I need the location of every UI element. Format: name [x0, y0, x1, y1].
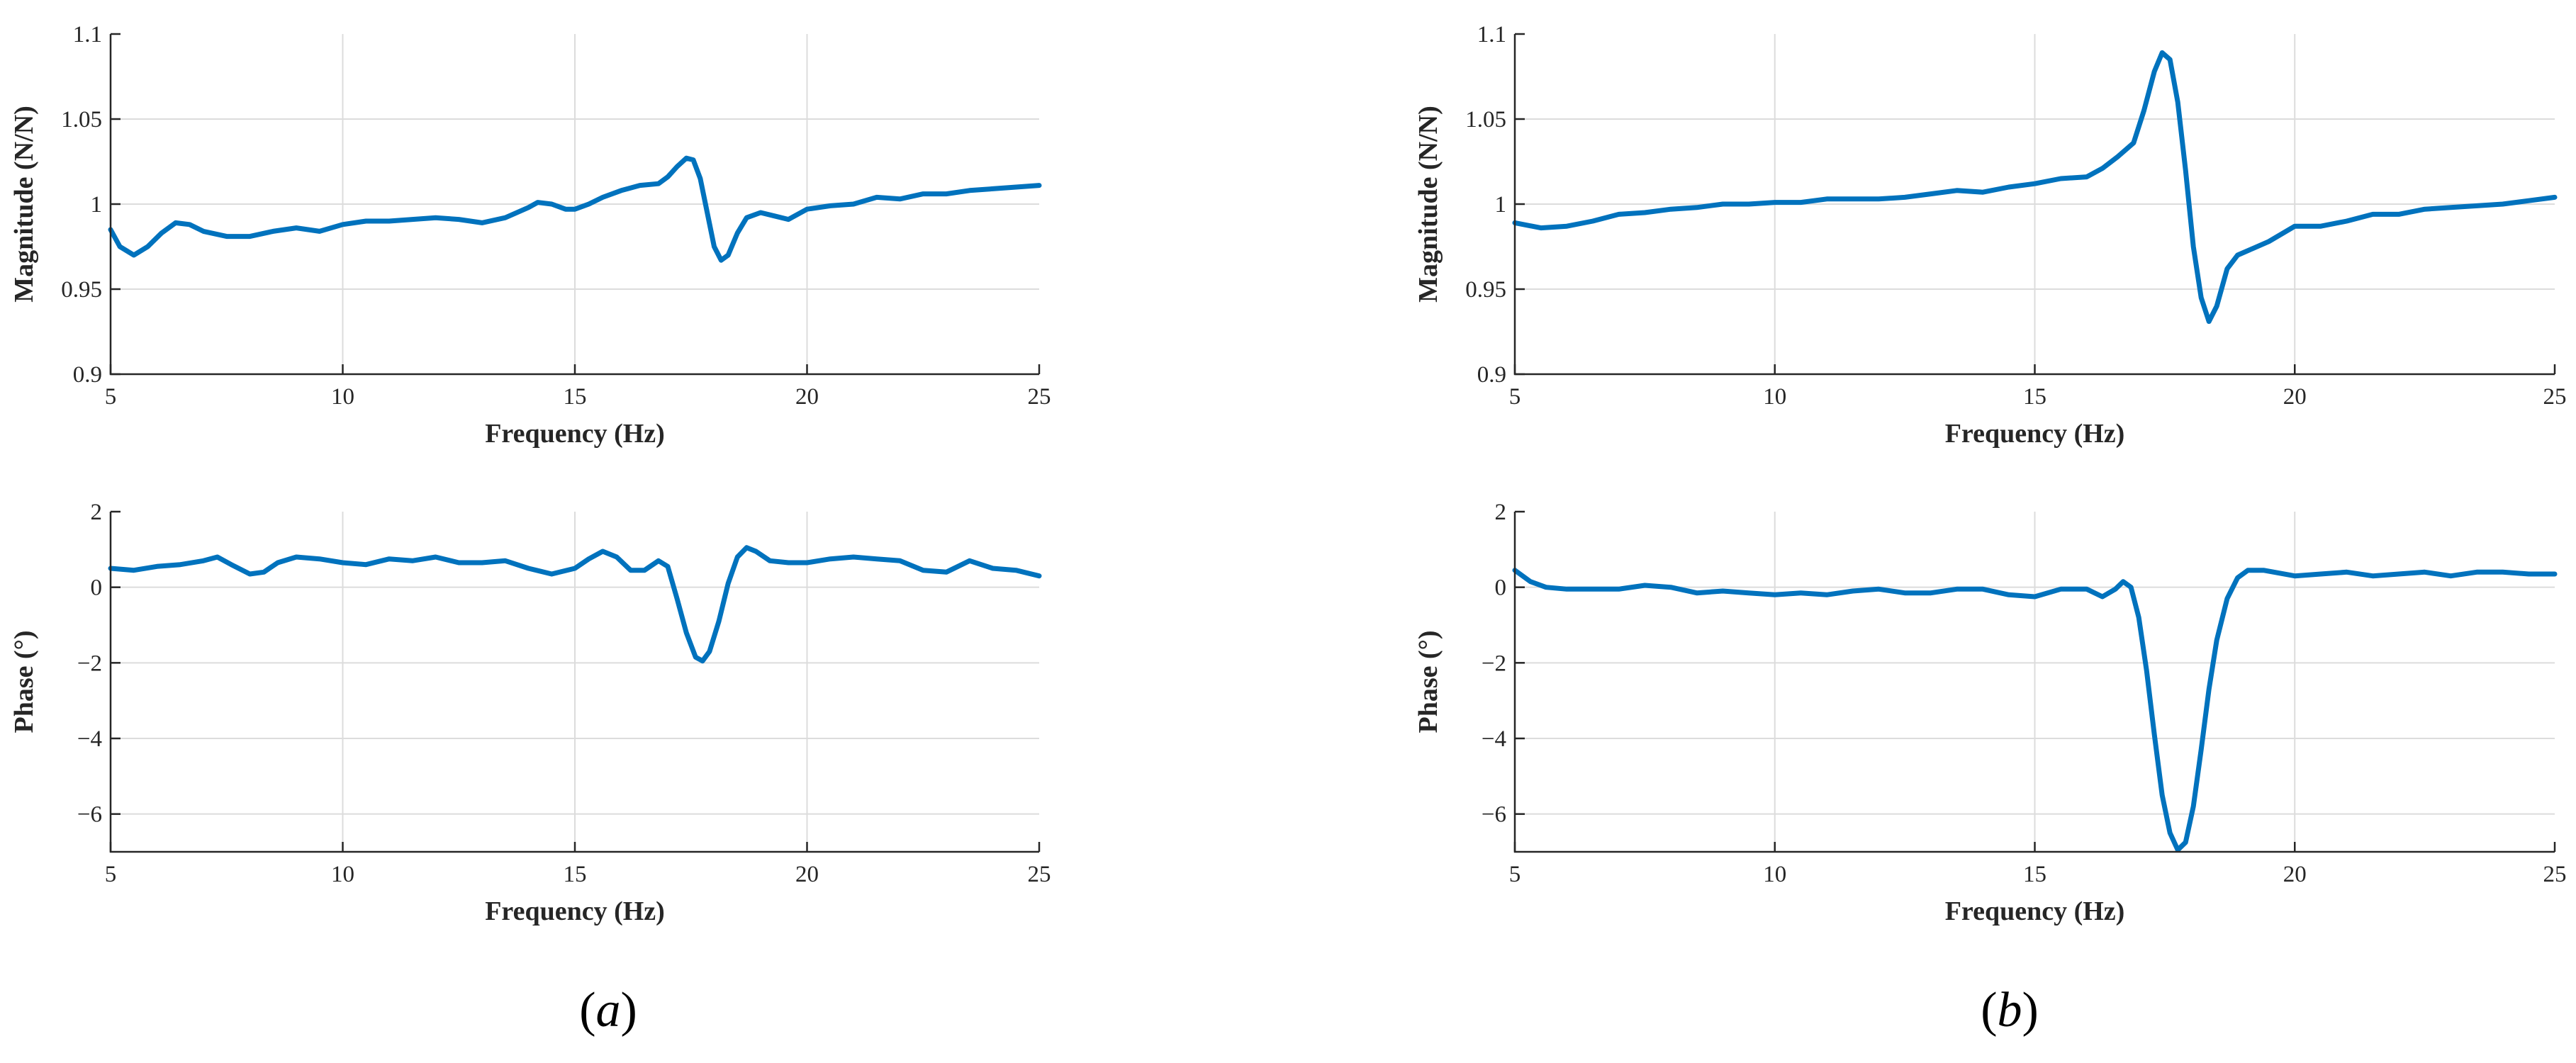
chart-mag-a: 5 10 15 20 25 0.9 0.95 1 1.05 1.1 Frequency (Hz) Ma…	[9, 22, 1051, 449]
x-tick-label: 20	[795, 384, 819, 410]
y-tick-label: −4	[1482, 726, 1506, 752]
y-tick-label: 0.9	[73, 362, 102, 388]
y-tick-label: 0	[1495, 575, 1507, 601]
y-tick-label: −2	[77, 651, 102, 676]
series-line	[108, 155, 1042, 263]
x-tick-label: 5	[105, 862, 117, 887]
x-axis-label: Frequency (Hz)	[1945, 896, 2125, 926]
y-tick-label: 1.05	[61, 107, 102, 133]
series-line	[108, 545, 1042, 664]
x-tick-label: 20	[2283, 384, 2307, 410]
y-tick-label: 0.95	[1465, 277, 1506, 303]
y-tick-label: 1.1	[1477, 22, 1506, 47]
y-tick-label: 2	[91, 500, 103, 525]
y-tick-label: −6	[1482, 802, 1506, 828]
y-tick-label: −2	[1482, 651, 1506, 676]
y-axis-label: Phase (°)	[1413, 630, 1443, 733]
y-tick-label: 1	[91, 192, 103, 218]
y-tick-label: 0.95	[61, 277, 102, 303]
y-axis-label: Magnitude (N/N)	[9, 106, 39, 303]
x-tick-label: 15	[2023, 384, 2046, 410]
y-tick-label: 1	[1495, 192, 1507, 218]
series-line	[1512, 50, 2558, 325]
x-tick-label: 20	[795, 862, 819, 887]
x-tick-label: 20	[2283, 862, 2307, 887]
x-tick-label: 10	[1763, 384, 1786, 410]
x-tick-label: 15	[2023, 862, 2046, 887]
y-axis-label: Magnitude (N/N)	[1413, 106, 1443, 303]
x-tick-label: 10	[331, 862, 354, 887]
chart-mag-b: 5 10 15 20 25 0.9 0.95 1 1.05 1.1 Frequency (Hz) Ma…	[1413, 22, 2567, 449]
panel-label-b: (b)	[1981, 983, 2039, 1037]
x-tick-label: 15	[564, 862, 587, 887]
x-axis-label: Frequency (Hz)	[485, 896, 665, 926]
x-tick-label: 5	[1509, 862, 1521, 887]
y-axis-label: Phase (°)	[9, 630, 39, 733]
y-tick-label: 2	[1495, 500, 1507, 525]
y-tick-label: 0	[91, 575, 103, 601]
x-tick-label: 25	[2543, 862, 2567, 887]
x-tick-label: 25	[2543, 384, 2567, 410]
y-tick-label: −4	[77, 726, 102, 752]
x-tick-label: 15	[564, 384, 587, 410]
x-tick-label: 10	[1763, 862, 1786, 887]
y-tick-label: 1.1	[73, 22, 102, 47]
y-tick-label: −6	[77, 802, 102, 828]
x-axis-label: Frequency (Hz)	[485, 419, 665, 449]
y-tick-label: 0.9	[1477, 362, 1506, 388]
series-line	[1512, 568, 2558, 853]
x-tick-label: 10	[331, 384, 354, 410]
x-tick-label: 25	[1028, 384, 1051, 410]
chart-phase-a: 5 10 15 20 25 −6 −4 −2 0 2 Frequency (Hz) Phase (°)	[9, 500, 1051, 926]
x-tick-label: 25	[1028, 862, 1051, 887]
x-tick-label: 5	[105, 384, 117, 410]
x-tick-label: 5	[1509, 384, 1521, 410]
y-tick-label: 1.05	[1465, 107, 1506, 133]
x-axis-label: Frequency (Hz)	[1945, 419, 2125, 449]
panel-label-a: (a)	[579, 983, 637, 1037]
chart-phase-b: 5 10 15 20 25 −6 −4 −2 0 2 Frequency (Hz) Phase (°)	[1413, 500, 2567, 926]
